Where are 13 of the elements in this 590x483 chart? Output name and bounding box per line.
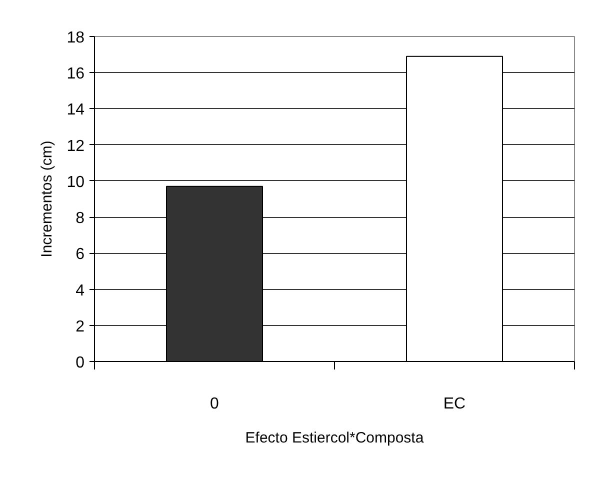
y-tick-label: 8 (76, 210, 85, 228)
y-tick-label: 4 (76, 282, 85, 300)
y-tick-label: 10 (66, 174, 85, 191)
x-tick-label: EC (443, 396, 466, 412)
y-tick-label: 2 (76, 318, 85, 336)
y-axis-title: Incrementos (cm) (38, 140, 56, 258)
y-tick-label: 16 (66, 66, 85, 83)
y-tick-label: 6 (76, 246, 85, 264)
x-axis-title: Efecto Estiercol*Composta (245, 430, 424, 446)
y-tick-label: 12 (66, 138, 85, 155)
y-tick-label: 14 (66, 102, 85, 119)
y-tick-label: 0 (76, 354, 85, 372)
y-tick-label: 18 (66, 30, 85, 46)
